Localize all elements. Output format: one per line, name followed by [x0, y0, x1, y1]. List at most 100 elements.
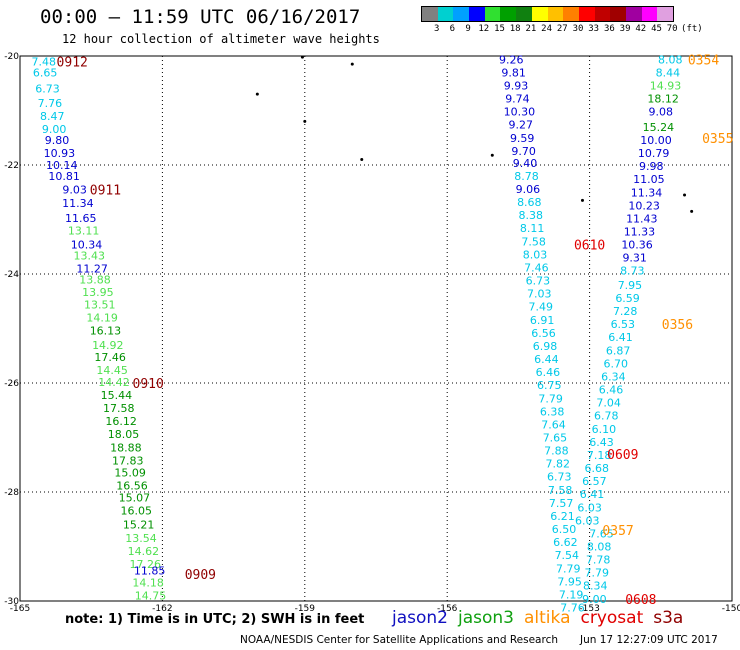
colorbar-swatch: [484, 7, 501, 21]
y-tick-label: -26: [4, 379, 19, 389]
wave-height-value: 6.34: [601, 370, 626, 383]
wave-height-value: 9.31: [622, 252, 647, 265]
colorbar-label: 39: [619, 24, 631, 34]
wave-height-value: 11.34: [631, 186, 663, 199]
wave-height-value: 10.23: [628, 199, 660, 212]
legend-altika: altika: [524, 608, 571, 628]
wave-height-value: 8.73: [620, 265, 645, 278]
wave-height-value: 6.41: [580, 488, 605, 501]
wave-height-value: 7.04: [596, 397, 621, 410]
colorbar-label: 70: [666, 24, 678, 34]
wave-height-value: 6.70: [603, 357, 628, 370]
wave-height-value: 6.56: [531, 327, 556, 340]
longitude-ticks: -165 -162 -159 -156 -153 -150: [10, 604, 740, 614]
pass-time-label: 0357: [602, 524, 633, 539]
colorbar-swatch: [594, 7, 611, 21]
colorbar-label: 12: [478, 24, 490, 34]
wave-height-value: 11.43: [626, 212, 658, 225]
wave-height-value: 7.82: [546, 458, 571, 471]
wave-height-value: 8.38: [518, 209, 543, 222]
wave-height-value: 11.85: [134, 564, 166, 577]
wave-height-value: 11.27: [76, 263, 108, 276]
island-markers: [255, 55, 694, 213]
wave-height-value: 7.78: [586, 554, 611, 567]
wave-height-value: 16.56: [116, 479, 148, 492]
pass-time-label: 0910: [133, 377, 164, 392]
wave-height-value: 6.46: [599, 384, 624, 397]
wave-height-value: 16.05: [121, 505, 153, 518]
y-tick-label: -22: [4, 161, 19, 171]
wave-height-value: 6.73: [547, 471, 572, 484]
wave-height-value: 9.74: [505, 93, 530, 106]
wave-height-value: 9.00: [42, 123, 67, 136]
wave-height-value: 18.88: [110, 441, 142, 454]
wave-height-value: 10.14: [46, 159, 78, 172]
colorbar-label: 15: [494, 24, 505, 34]
wave-height-value: 6.50: [552, 523, 577, 536]
wave-height-value: 11.05: [633, 173, 665, 186]
wave-height-value: 9.98: [639, 160, 664, 173]
wave-height-value: 8.11: [520, 222, 545, 235]
wave-height-value: 6.91: [530, 314, 555, 327]
colorbar-swatch: [531, 7, 548, 21]
wave-height-value: 6.38: [540, 405, 565, 418]
wave-height-value: 7.79: [538, 392, 563, 405]
wave-height-value: 14.75: [135, 590, 167, 603]
wave-height-value: 7.49: [528, 301, 553, 314]
wave-height-value: 14.42: [98, 376, 130, 389]
wave-height-value: 6.59: [615, 292, 640, 305]
colorbar-swatch: [437, 7, 454, 21]
wave-height-value: 7.28: [613, 305, 638, 318]
wave-height-value: 6.65: [33, 66, 58, 79]
wave-height-value: 7.64: [541, 418, 566, 431]
wave-height-value: 6.62: [553, 536, 578, 549]
wave-height-value: 7.57: [549, 497, 574, 510]
wave-height-value: 13.43: [74, 249, 106, 262]
pass-time-label: 0911: [90, 184, 121, 199]
wave-height-value: 8.34: [583, 580, 608, 593]
y-tick-label: -20: [4, 52, 19, 62]
wave-height-value: 17.26: [130, 558, 162, 571]
wave-height-value: 18.12: [647, 93, 679, 106]
wave-height-value: 7.65: [589, 527, 614, 540]
wave-height-value: 7.03: [527, 288, 552, 301]
wave-height-value: 9.80: [45, 134, 70, 147]
wave-height-value: 6.03: [575, 514, 600, 527]
wave-height-value: 7.95: [557, 575, 582, 588]
wave-height-value: 14.62: [128, 545, 160, 558]
wave-height-value: 6.03: [577, 501, 602, 514]
island-marker: [490, 153, 494, 157]
wave-height-value: 17.46: [94, 351, 126, 364]
wave-height-value: 6.98: [533, 340, 558, 353]
island-marker: [255, 92, 259, 96]
wave-height-value: 18.05: [108, 428, 140, 441]
wave-height-value: 7.54: [555, 549, 580, 562]
colorbar-swatch: [563, 7, 579, 21]
wave-height-value: 9.08: [649, 106, 674, 119]
x-tick-label: -165: [10, 604, 30, 614]
island-marker: [580, 198, 584, 202]
wave-height-value: 6.78: [594, 410, 619, 423]
y-tick-label: -28: [4, 488, 19, 498]
wave-height-value: 8.08: [658, 53, 683, 66]
pass-time-labels: 0912 0911 0910 0909 0354 0355 0356 0357 0610 0609…: [57, 53, 734, 608]
legend-jason2: jason2: [392, 608, 448, 628]
wave-height-value: 6.57: [582, 475, 607, 488]
wave-height-value: 6.53: [611, 318, 636, 331]
colorbar-swatch: [422, 7, 438, 21]
wave-height-value: 9.59: [510, 132, 535, 145]
wave-height-value: 7.76: [38, 97, 63, 110]
wave-height-value: 8.78: [514, 170, 539, 183]
wave-height-value: 6.43: [589, 436, 614, 449]
legend-s3a: s3a: [653, 608, 684, 628]
map-subtitle: 12 hour collection of altimeter wave hei…: [62, 32, 380, 46]
colorbar-swatch: [500, 7, 517, 21]
pass-time-label: 0355: [702, 132, 733, 147]
colorbar-swatches: [421, 6, 674, 22]
wave-height-value: 7.18: [587, 449, 612, 462]
wave-height-value: 17.58: [103, 402, 135, 415]
colorbar-label: 45: [651, 24, 662, 34]
wave-height-value: 10.34: [71, 239, 103, 252]
satellite-legend: jason2 jason3 altika cryosat s3a: [392, 608, 693, 628]
wave-height-value: 8.68: [517, 196, 542, 209]
